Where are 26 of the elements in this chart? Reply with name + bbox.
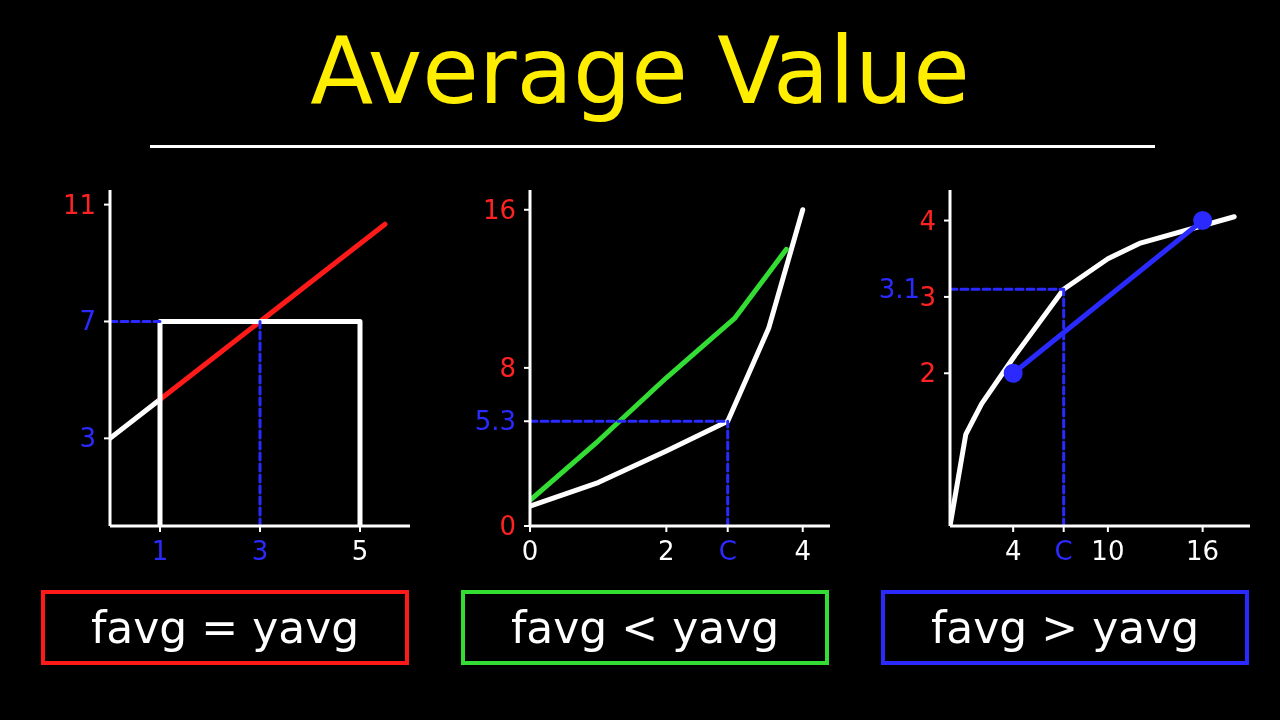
x-tick-label: C [718,536,737,566]
y-tick-label: 8 [499,352,516,383]
x-tick-label: 1 [151,536,169,566]
x-tick-label: 16 [1186,536,1220,566]
x-tick-label: 10 [1091,536,1125,566]
x-tick-label: 4 [794,536,811,566]
y-tick-label: 16 [482,194,516,225]
y-tick-label: 3 [919,281,936,312]
text: Average Value [309,18,971,125]
x-tick-label: 5 [351,536,369,566]
text: favg = yavg [41,590,409,665]
x-tick-label: 0 [521,536,539,566]
y-tick-label: 0 [499,511,516,541]
y-tick-label: 4 [919,205,936,236]
y-tick-label: 2 [919,358,936,389]
x-tick-label: C [1054,536,1073,566]
y-tick-label: 5.3 [474,406,516,437]
annotation: 3.1 [878,273,920,306]
text: favg < yavg [461,590,829,665]
x-tick-label: 3 [251,536,269,566]
y-tick-label: 3 [79,423,96,454]
x-tick-label: 2 [658,536,675,566]
text: favg > yavg [881,590,1249,665]
y-tick-label: 11 [62,189,96,220]
y-tick-label: 7 [79,306,96,337]
x-tick-label: 4 [1004,536,1022,566]
